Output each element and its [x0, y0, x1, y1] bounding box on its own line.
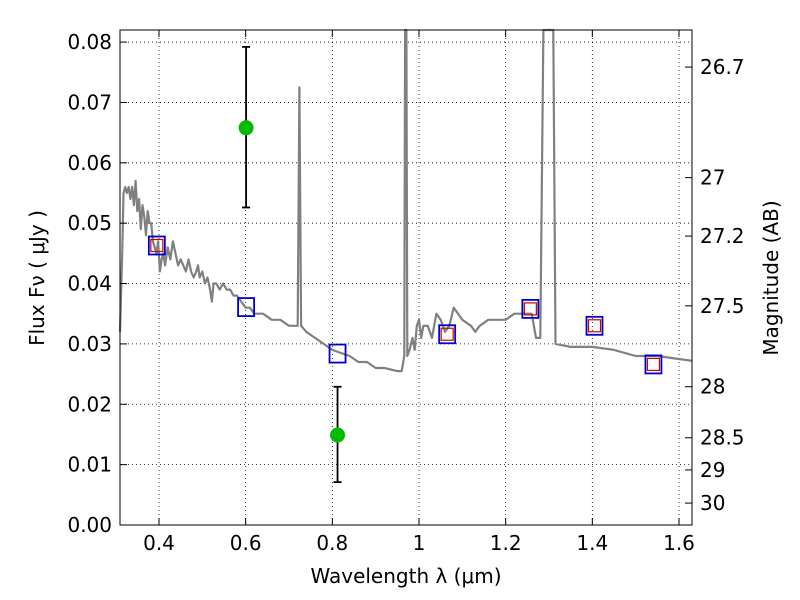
- y-axis-ticks: 0.00 0.01 0.02 0.03 0.04 0.05 0.06 0.07 0.08: [67, 30, 127, 537]
- observed-flux-square: [521, 298, 540, 319]
- right-tick-label: 30: [700, 491, 725, 515]
- measurement-point: [330, 427, 346, 443]
- measurement-point: [238, 120, 254, 136]
- x-tick-label: 1.4: [576, 531, 608, 555]
- y-tick-label: 0.05: [67, 211, 112, 235]
- right-tick-label: 28.5: [700, 426, 745, 450]
- observed-flux-square: [237, 297, 256, 317]
- y-tick-label: 0.06: [67, 151, 112, 175]
- right-tick-label: 27: [700, 166, 725, 190]
- right-axis-label: Magnitude (AB): [759, 200, 783, 355]
- model-flux-square: [440, 327, 454, 341]
- plot-frame: [119, 29, 693, 526]
- y-tick-label: 0.03: [67, 332, 112, 356]
- model-flux-square: [646, 357, 661, 372]
- y-tick-label: 0.00: [67, 513, 112, 537]
- y-tick-label: 0.02: [67, 392, 112, 416]
- right-tick-label: 27.2: [700, 224, 745, 248]
- observed-flux-square: [585, 315, 604, 336]
- x-tick-label: 0.4: [143, 531, 175, 555]
- right-tick-label: 27.5: [700, 294, 745, 318]
- x-axis-ticks: 0.4 0.6 0.8 1 1.2 1.4 1.6: [143, 30, 695, 555]
- x-tick-label: 1.6: [663, 531, 695, 555]
- x-axis-label: Wavelength λ (μm): [310, 564, 501, 588]
- x-tick-label: 0.8: [316, 531, 348, 555]
- y-tick-label: 0.08: [67, 30, 112, 54]
- spectrum-path: [118, 28, 693, 373]
- x-tick-label: 1.2: [490, 531, 522, 555]
- observed-flux-square: [644, 354, 663, 375]
- right-tick-label: 28: [700, 375, 725, 399]
- data-points: [147, 46, 663, 484]
- observed-flux-square: [147, 235, 166, 256]
- y-tick-label: 0.07: [67, 90, 112, 114]
- y-axis-label: Flux Fν ( μJy ): [25, 210, 49, 346]
- x-tick-label: 0.6: [230, 531, 262, 555]
- model-flux-square: [587, 319, 602, 333]
- x-tick-label: 1: [413, 531, 426, 555]
- right-axis-ticks: 26.7 27 27.2 27.5 28 28.5 29 30: [685, 55, 745, 515]
- observed-flux-square: [438, 324, 457, 345]
- observed-flux-square: [328, 343, 347, 364]
- model-flux-square: [150, 238, 164, 253]
- right-tick-label: 26.7: [700, 55, 745, 79]
- y-tick-label: 0.04: [67, 272, 112, 296]
- y-tick-label: 0.01: [67, 453, 112, 477]
- model-flux-square: [523, 302, 537, 316]
- right-tick-label: 29: [700, 458, 725, 482]
- model-spectrum-line: [118, 28, 693, 373]
